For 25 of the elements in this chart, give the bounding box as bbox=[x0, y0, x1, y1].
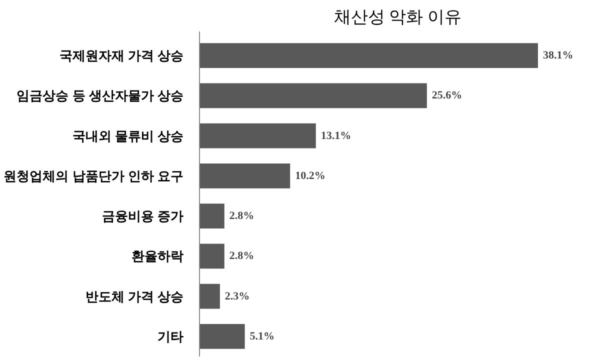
bar bbox=[200, 83, 427, 108]
data-label: 2.3% bbox=[224, 290, 250, 302]
y-tick-label: 환율하락 bbox=[132, 248, 184, 264]
y-tick-label: 기타 bbox=[158, 328, 184, 344]
data-label: 2.8% bbox=[229, 210, 254, 222]
data-label: 10.2% bbox=[295, 170, 326, 182]
y-tick-label: 국제원자재 가격 상승 bbox=[59, 48, 184, 64]
bar bbox=[200, 284, 220, 309]
bar bbox=[200, 204, 224, 229]
data-label: 2.8% bbox=[229, 250, 254, 262]
data-label: 13.1% bbox=[320, 130, 352, 142]
y-tick-label: 원청업체의 납품단가 인하 요구 bbox=[4, 168, 184, 184]
data-label: 38.1% bbox=[542, 50, 574, 62]
y-tick-label: 국내외 물류비 상승 bbox=[72, 128, 184, 144]
bar bbox=[200, 244, 224, 269]
y-tick-label: 금융비용 증가 bbox=[102, 208, 184, 224]
bar bbox=[200, 43, 538, 68]
data-label: 5.1% bbox=[250, 330, 275, 342]
y-tick-label: 임금상승 등 생산자물가 상승 bbox=[16, 88, 184, 104]
bar bbox=[200, 324, 245, 349]
data-label: 25.6% bbox=[432, 90, 462, 102]
chart-title: 채산성 악화 이유 bbox=[334, 8, 462, 26]
bar bbox=[200, 164, 290, 188]
y-tick-label: 반도체 가격 상승 bbox=[85, 288, 184, 304]
bar bbox=[200, 123, 316, 148]
